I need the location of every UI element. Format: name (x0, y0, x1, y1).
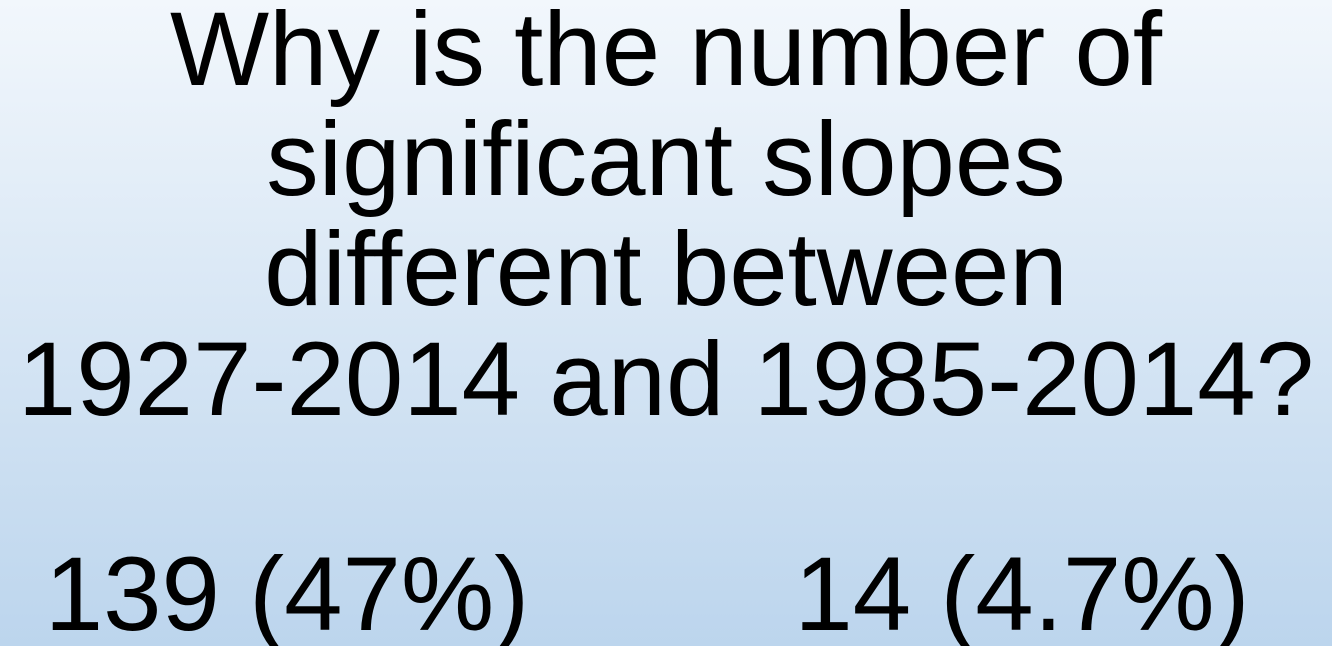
title-line: 1927-2014 and 1985-2014? (18, 321, 1314, 438)
title-line: significant slopes (266, 101, 1066, 218)
title-line: Why is the number of (170, 0, 1163, 108)
stat: 14 (4.7%) (794, 536, 1249, 646)
title-line: different between (264, 211, 1068, 328)
stat: 139 (47%) (45, 536, 529, 646)
